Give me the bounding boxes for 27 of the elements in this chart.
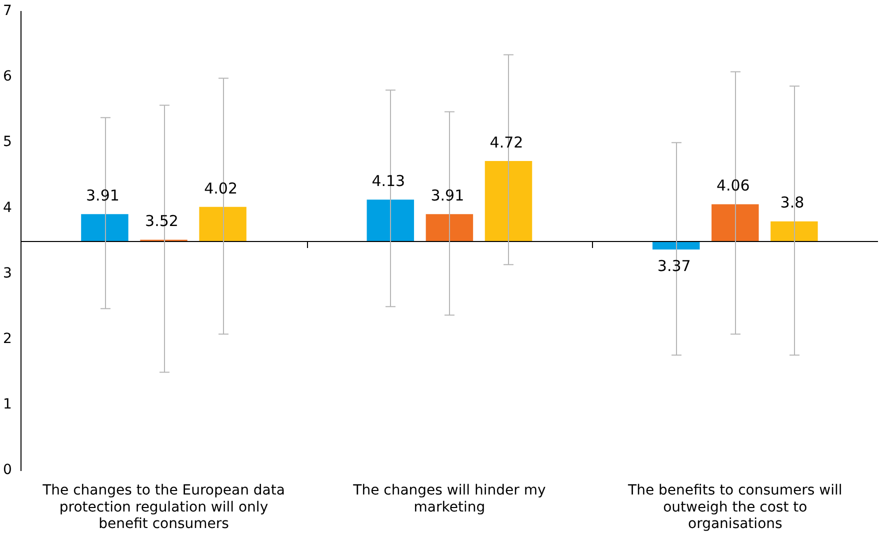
- y-tick-label: 2: [2, 331, 12, 348]
- y-tick-label: 3: [2, 265, 12, 282]
- y-tick-label: 5: [2, 134, 12, 150]
- y-tick-label: 4: [2, 200, 12, 216]
- bar: [484, 160, 532, 241]
- data-label: 4.13: [372, 172, 406, 190]
- y-tick-label: 7: [2, 3, 12, 20]
- bar: [712, 204, 759, 241]
- data-label: 4.06: [716, 176, 750, 195]
- bar: [199, 206, 246, 241]
- bar: [426, 214, 474, 241]
- y-tick-label: 6: [2, 68, 12, 85]
- data-label: 4.02: [204, 179, 238, 198]
- data-label: 3.8: [780, 194, 804, 212]
- data-label: 3.91: [430, 186, 464, 204]
- bar: [366, 200, 414, 241]
- bar: [81, 214, 128, 241]
- x-tick-label: The benefits to consumers will outweigh the cost to organisations: [627, 482, 842, 532]
- data-label: 4.72: [490, 133, 524, 152]
- x-tick-label: The changes to the European data protection regulation will only benefit consumers: [42, 482, 285, 532]
- data-label: 3.91: [86, 186, 120, 204]
- data-label: 3.37: [657, 256, 691, 275]
- bar: [770, 221, 818, 241]
- x-tick-label: The changes will hinder my marketing: [352, 482, 546, 516]
- data-label: 3.52: [145, 212, 178, 230]
- y-tick-label: 0: [2, 462, 12, 478]
- y-tick-label: 1: [2, 396, 12, 413]
